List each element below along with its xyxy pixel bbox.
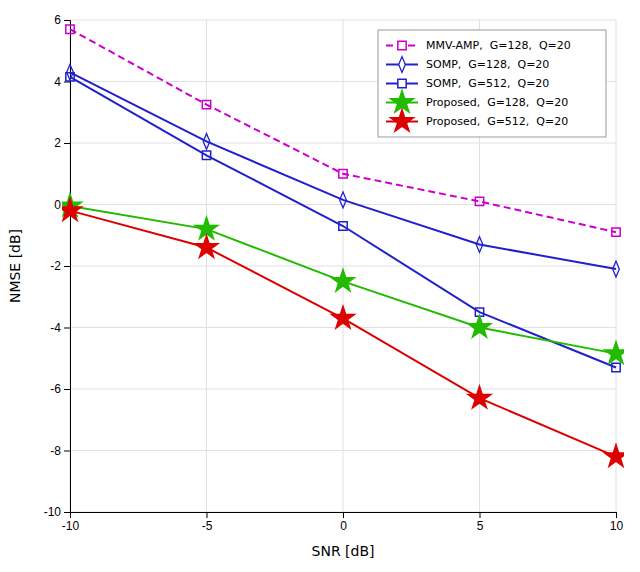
line bbox=[70, 206, 616, 354]
legend-item: SOMP, G=128, Q=20 bbox=[386, 57, 549, 73]
tick-mark bbox=[64, 328, 70, 329]
point bbox=[203, 134, 210, 150]
tick-label: 5 bbox=[477, 519, 484, 533]
legend-label: Proposed, G=512, Q=20 bbox=[426, 115, 568, 128]
tick-label: -8 bbox=[50, 444, 61, 458]
point bbox=[612, 363, 620, 371]
line bbox=[70, 77, 616, 368]
axis-line bbox=[71, 513, 617, 519]
series bbox=[66, 25, 620, 236]
line bbox=[70, 211, 616, 457]
point bbox=[332, 269, 355, 291]
y-axis-title: NMSE [dB] bbox=[7, 229, 23, 303]
tick: -10 bbox=[62, 512, 80, 533]
tick-mark bbox=[207, 512, 208, 518]
legend-marker bbox=[398, 41, 406, 49]
x-axis: -10 -5 0 5 10 bbox=[62, 512, 624, 533]
series bbox=[62, 194, 624, 363]
legend-label: SOMP, G=128, Q=20 bbox=[426, 58, 549, 71]
x-axis-title: SNR [dB] bbox=[312, 543, 375, 559]
legend-label: MMV-AMP, G=128, Q=20 bbox=[426, 39, 571, 52]
point bbox=[66, 25, 74, 33]
point bbox=[340, 192, 347, 208]
point bbox=[613, 261, 620, 277]
legend-label: Proposed, G=128, Q=20 bbox=[426, 96, 568, 109]
tick: -10 bbox=[44, 505, 70, 519]
tick-label: 10 bbox=[610, 519, 624, 533]
tick: -8 bbox=[50, 444, 70, 458]
point bbox=[605, 342, 624, 364]
axis-line bbox=[64, 21, 71, 513]
tick: 0 bbox=[340, 512, 347, 533]
tick: -5 bbox=[202, 512, 213, 533]
chart: -10 -5 0 5 10 -10 -8 -6 -4 -2 0 2 4 6 MMV-AMP, G=128, … bbox=[0, 0, 640, 572]
tick: -2 bbox=[50, 259, 70, 273]
tick-mark bbox=[64, 266, 70, 267]
tick: 2 bbox=[54, 136, 70, 150]
y-axis: -10 -8 -6 -4 -2 0 2 4 6 bbox=[44, 13, 71, 519]
grid bbox=[70, 20, 616, 512]
point bbox=[339, 222, 347, 230]
legend-marker bbox=[399, 57, 406, 73]
tick: 10 bbox=[610, 512, 624, 533]
tick-label: 0 bbox=[340, 519, 347, 533]
point bbox=[339, 170, 347, 178]
tick-mark bbox=[616, 512, 617, 518]
tick-mark bbox=[64, 389, 70, 390]
tick-label: -6 bbox=[50, 382, 61, 396]
tick-mark bbox=[64, 20, 70, 21]
tick-label: -5 bbox=[202, 519, 213, 533]
grid-line bbox=[616, 20, 617, 512]
tick-mark bbox=[64, 451, 70, 452]
tick-mark bbox=[64, 143, 70, 144]
line bbox=[70, 29, 616, 232]
series-group bbox=[62, 25, 624, 466]
point bbox=[62, 199, 81, 221]
series bbox=[66, 73, 620, 372]
tick: -4 bbox=[50, 321, 70, 335]
tick-mark bbox=[480, 512, 481, 518]
tick-mark bbox=[64, 512, 70, 513]
point bbox=[332, 306, 355, 328]
point bbox=[476, 237, 483, 253]
plot: -10 -5 0 5 10 -10 -8 -6 -4 -2 0 2 4 6 MMV-AMP, G=128, … bbox=[44, 13, 628, 532]
tick-mark bbox=[343, 512, 344, 518]
legend: MMV-AMP, G=128, Q=20 SOMP, G=128, Q=20 SOM… bbox=[378, 30, 606, 137]
point bbox=[66, 73, 74, 81]
point bbox=[605, 445, 624, 467]
tick-label: 6 bbox=[54, 13, 61, 27]
legend-item: Proposed, G=512, Q=20 bbox=[386, 110, 568, 132]
tick-label: -4 bbox=[50, 321, 61, 335]
tick-label: 4 bbox=[54, 75, 61, 89]
tick: 5 bbox=[477, 512, 484, 533]
tick-label: 2 bbox=[54, 136, 61, 150]
tick-label: -10 bbox=[44, 505, 62, 519]
legend-item: MMV-AMP, G=128, Q=20 bbox=[386, 39, 571, 52]
point bbox=[202, 100, 210, 108]
legend-item: Proposed, G=128, Q=20 bbox=[386, 91, 568, 113]
legend-marker bbox=[391, 110, 414, 132]
point bbox=[195, 236, 218, 258]
point bbox=[475, 197, 483, 205]
point bbox=[612, 228, 620, 236]
tick: -6 bbox=[50, 382, 70, 396]
line bbox=[70, 72, 616, 269]
tick-label: -10 bbox=[62, 519, 80, 533]
grid-line bbox=[206, 20, 207, 512]
legend-marker bbox=[398, 79, 406, 87]
tick-label: -2 bbox=[50, 259, 61, 273]
series bbox=[62, 199, 624, 467]
tick-label: 0 bbox=[54, 198, 61, 212]
point bbox=[202, 151, 210, 159]
legend-box bbox=[378, 30, 606, 137]
legend-label: SOMP, G=512, Q=20 bbox=[426, 77, 549, 90]
point bbox=[468, 386, 491, 408]
legend-item: SOMP, G=512, Q=20 bbox=[386, 77, 549, 90]
grid-line bbox=[343, 20, 344, 512]
series bbox=[67, 64, 620, 277]
tick: 4 bbox=[54, 75, 70, 89]
point bbox=[468, 316, 491, 338]
